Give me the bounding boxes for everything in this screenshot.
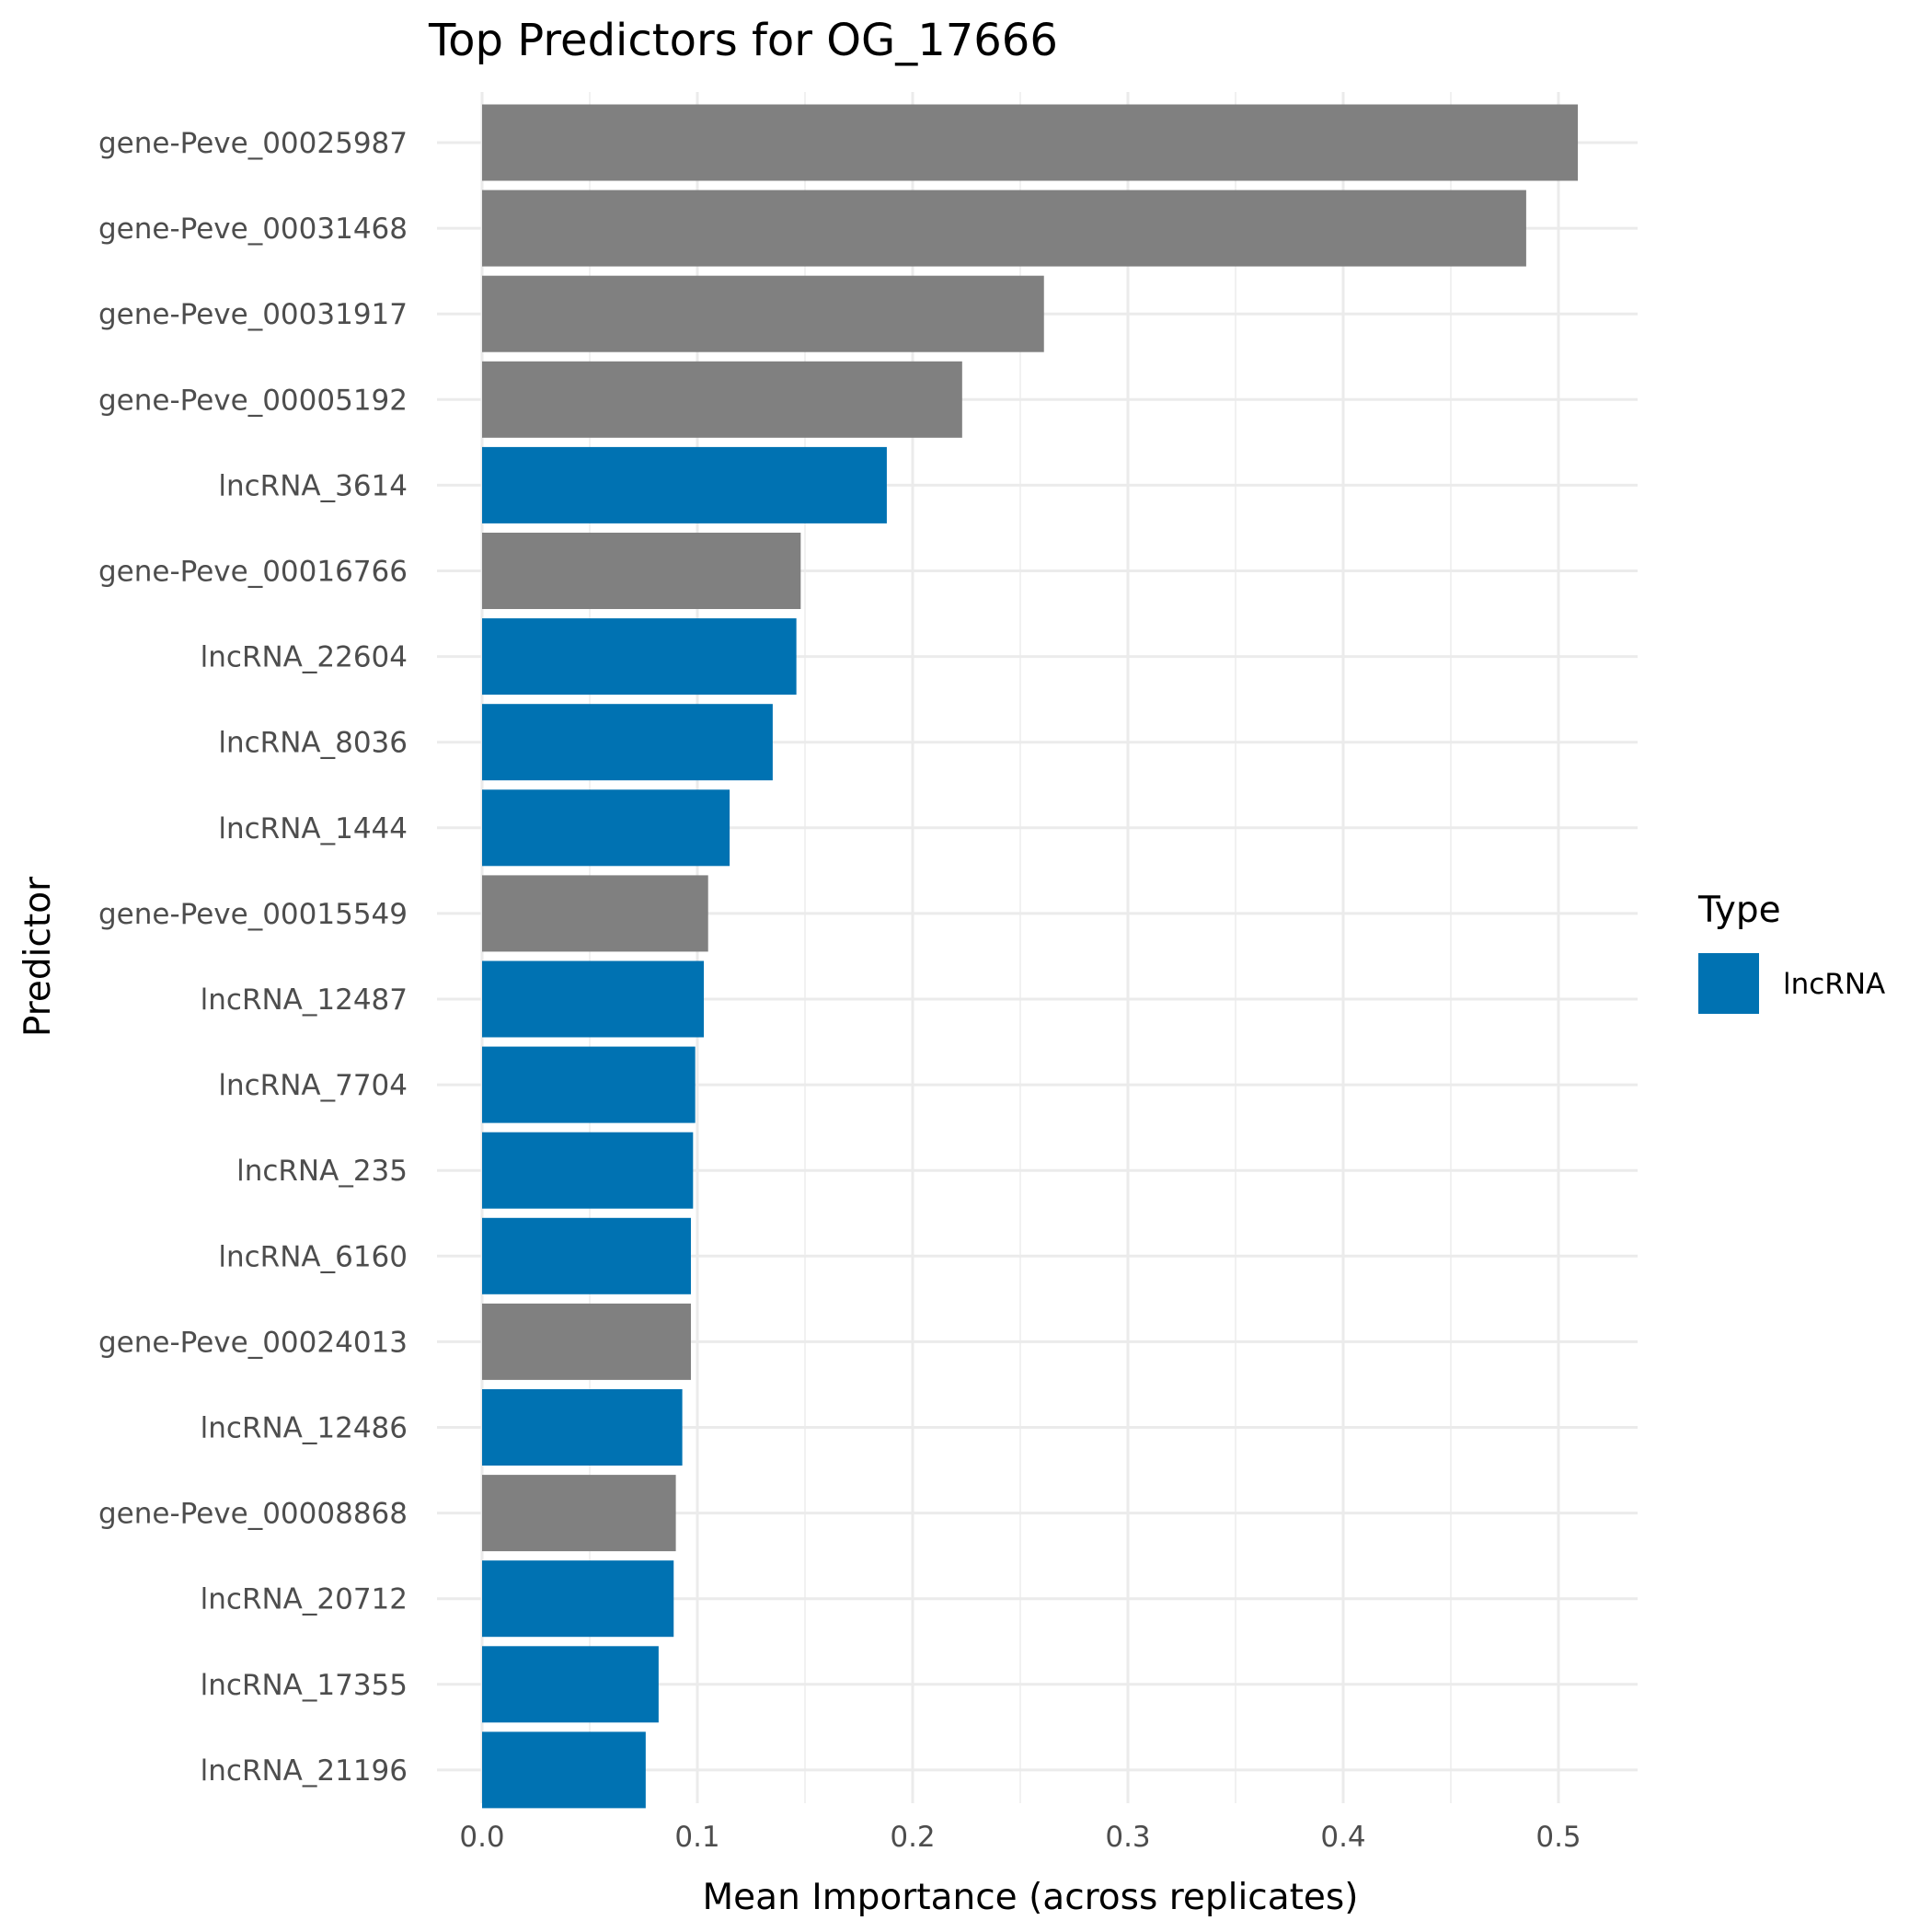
bar	[482, 446, 887, 523]
bar	[482, 1646, 659, 1723]
x-axis-tick-labels: 0.0 0.1 0.2 0.3 0.4 0.5	[459, 1821, 1581, 1854]
y-tick-label: gene-Peve_00005192	[98, 384, 408, 417]
bar	[482, 789, 730, 867]
bar	[482, 190, 1526, 267]
y-tick-label: gene-Peve_00016766	[98, 556, 408, 589]
y-tick-label: lncRNA_1444	[218, 812, 408, 845]
y-tick-label: lncRNA_235	[236, 1155, 408, 1188]
bar	[482, 1303, 691, 1380]
bar	[482, 704, 773, 781]
y-tick-label: gene-Peve_00015549	[98, 898, 408, 931]
y-tick-label: gene-Peve_00024013	[98, 1326, 408, 1359]
y-axis-tick-labels: gene-Peve_00025987 gene-Peve_00031468gene…	[98, 127, 408, 1788]
bar	[482, 1132, 694, 1209]
x-tick-label: 0.1	[674, 1821, 719, 1854]
legend-label-lncrna: lncRNA	[1783, 968, 1885, 1001]
x-tick-label: 0.4	[1320, 1821, 1365, 1854]
bar	[482, 875, 708, 952]
x-tick-label: 0.5	[1535, 1821, 1581, 1854]
bar	[482, 361, 962, 438]
x-tick-label: 0.3	[1105, 1821, 1150, 1854]
x-tick-label: 0.2	[890, 1821, 935, 1854]
y-tick-label: lncRNA_6160	[218, 1240, 408, 1273]
y-tick-label: lncRNA_12486	[201, 1412, 408, 1445]
bar	[482, 1389, 683, 1466]
bars	[482, 104, 1579, 1809]
bar	[482, 960, 705, 1038]
y-tick-label: lncRNA_7704	[218, 1069, 408, 1102]
legend: Type lncRNA	[1697, 890, 1885, 1014]
legend-title: Type	[1697, 890, 1781, 931]
y-tick-label: lncRNA_17355	[201, 1669, 408, 1702]
bar	[482, 104, 1579, 181]
y-tick-label: lncRNA_3614	[218, 469, 408, 502]
bar	[482, 1475, 676, 1552]
bar	[482, 618, 797, 696]
x-axis-title: Mean Importance (across replicates)	[703, 1877, 1359, 1918]
bar	[482, 1217, 691, 1294]
bar	[482, 275, 1044, 352]
y-tick-label: lncRNA_22604	[201, 641, 408, 674]
y-tick-label: lncRNA_12487	[201, 983, 408, 1017]
y-tick-label: gene-Peve_00008868	[98, 1498, 408, 1531]
bar	[482, 1560, 674, 1638]
y-tick-label: lncRNA_8036	[218, 727, 408, 760]
y-axis-title: Predictor	[17, 876, 59, 1037]
bar	[482, 533, 801, 609]
y-tick-label: lncRNA_21196	[201, 1754, 408, 1788]
y-tick-label: gene-Peve_00031468	[98, 213, 408, 246]
x-tick-label: 0.0	[459, 1821, 504, 1854]
legend-swatch-lncrna	[1698, 953, 1759, 1014]
chart-title: Top Predictors for OG_17666	[428, 15, 1058, 66]
y-tick-label: lncRNA_20712	[201, 1583, 408, 1616]
y-tick-label: gene-Peve_00031917	[98, 298, 408, 331]
bar	[482, 1731, 646, 1809]
y-tick-label: gene-Peve_00025987	[98, 127, 408, 160]
bar	[482, 1046, 696, 1123]
